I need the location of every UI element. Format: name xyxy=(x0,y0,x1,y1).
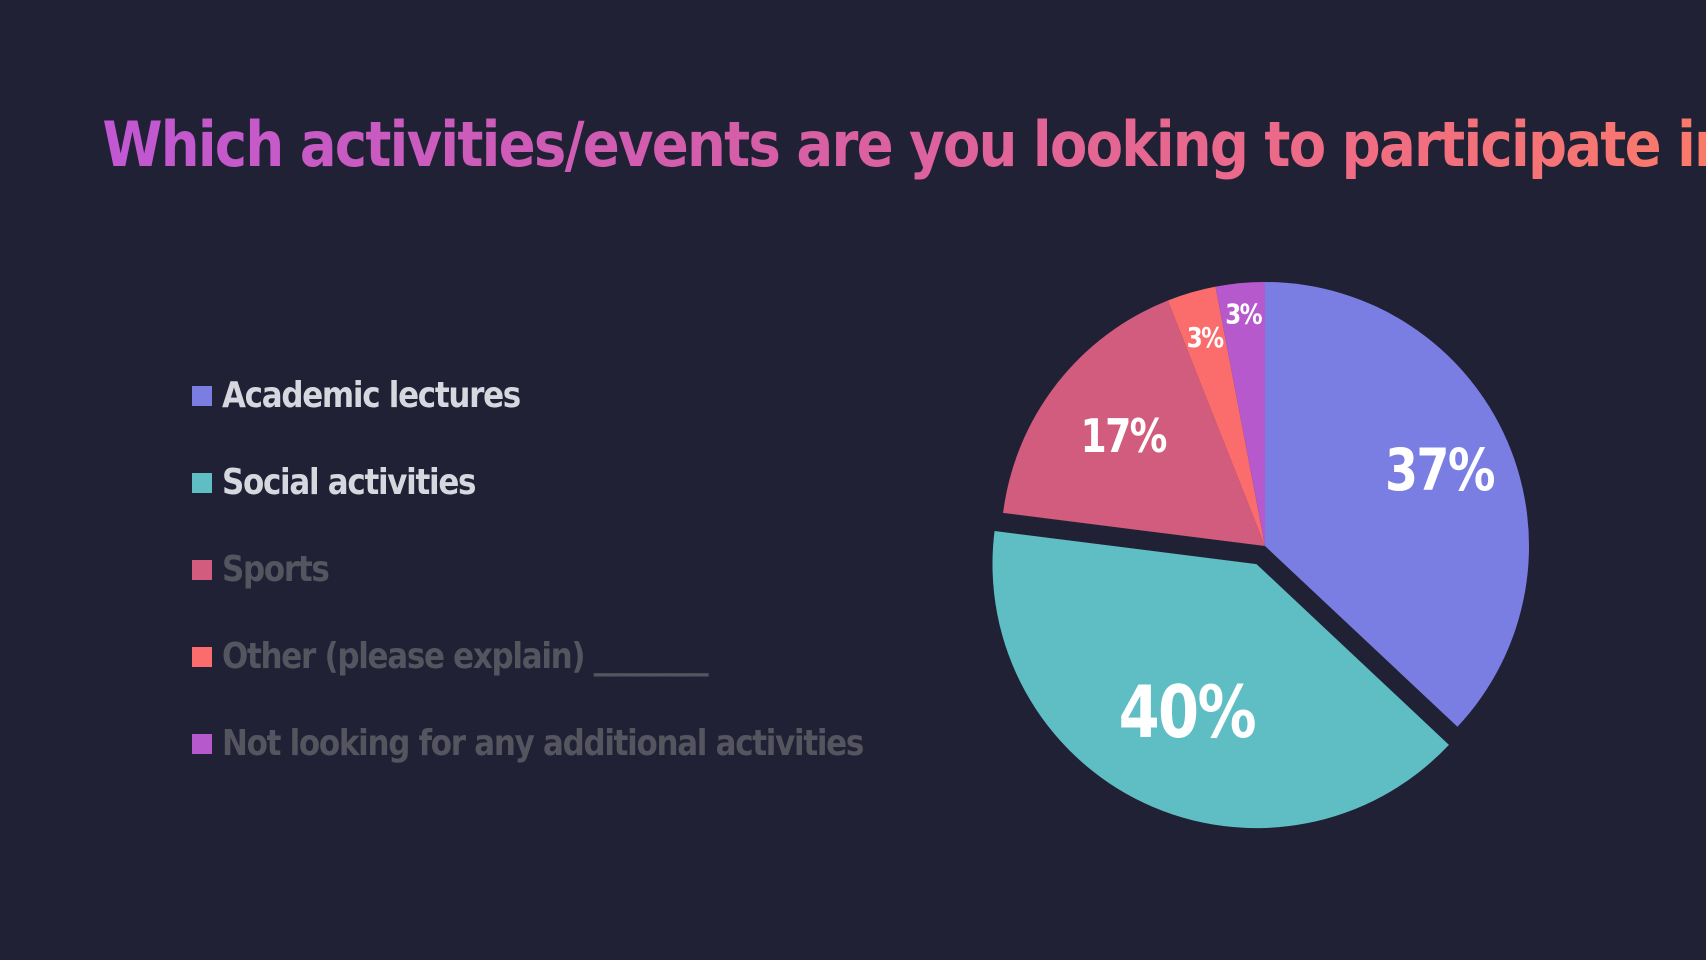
pie-data-label: 37% xyxy=(1385,437,1495,505)
legend-item: Social activities xyxy=(192,439,967,526)
legend-swatch xyxy=(192,385,212,406)
legend-swatch xyxy=(192,733,212,754)
legend-item: Sports xyxy=(192,526,967,613)
pie-slice xyxy=(1003,300,1265,546)
pie-slice xyxy=(1265,282,1530,727)
chart-legend: Academic lectures Social activities Sports… xyxy=(192,352,967,787)
pie-data-label: 17% xyxy=(1080,409,1166,463)
chart-title-text: Which activities/events are you looking … xyxy=(102,108,1706,181)
legend-swatch xyxy=(192,646,212,667)
pie-data-label: 40% xyxy=(1119,670,1255,754)
legend-item: Academic lectures xyxy=(192,352,967,439)
legend-label: Other (please explain) ________ xyxy=(222,636,709,677)
legend-item: Not looking for any additional activitie… xyxy=(192,700,967,787)
legend-label: Social activities xyxy=(222,462,476,503)
legend-label: Not looking for any additional activitie… xyxy=(222,723,864,764)
pie-slice xyxy=(1215,282,1265,546)
pie-slice xyxy=(1167,286,1265,546)
pie-data-label: 3% xyxy=(1187,322,1224,355)
legend-item: Other (please explain) ________ xyxy=(192,613,967,700)
chart-title: Which activities/events are you looking … xyxy=(102,108,1706,182)
legend-swatch xyxy=(192,559,212,580)
pie-slice xyxy=(992,531,1449,829)
pie-data-label: 3% xyxy=(1225,298,1262,331)
legend-swatch xyxy=(192,472,212,493)
legend-label: Sports xyxy=(222,549,330,590)
legend-label: Academic lectures xyxy=(222,375,521,416)
